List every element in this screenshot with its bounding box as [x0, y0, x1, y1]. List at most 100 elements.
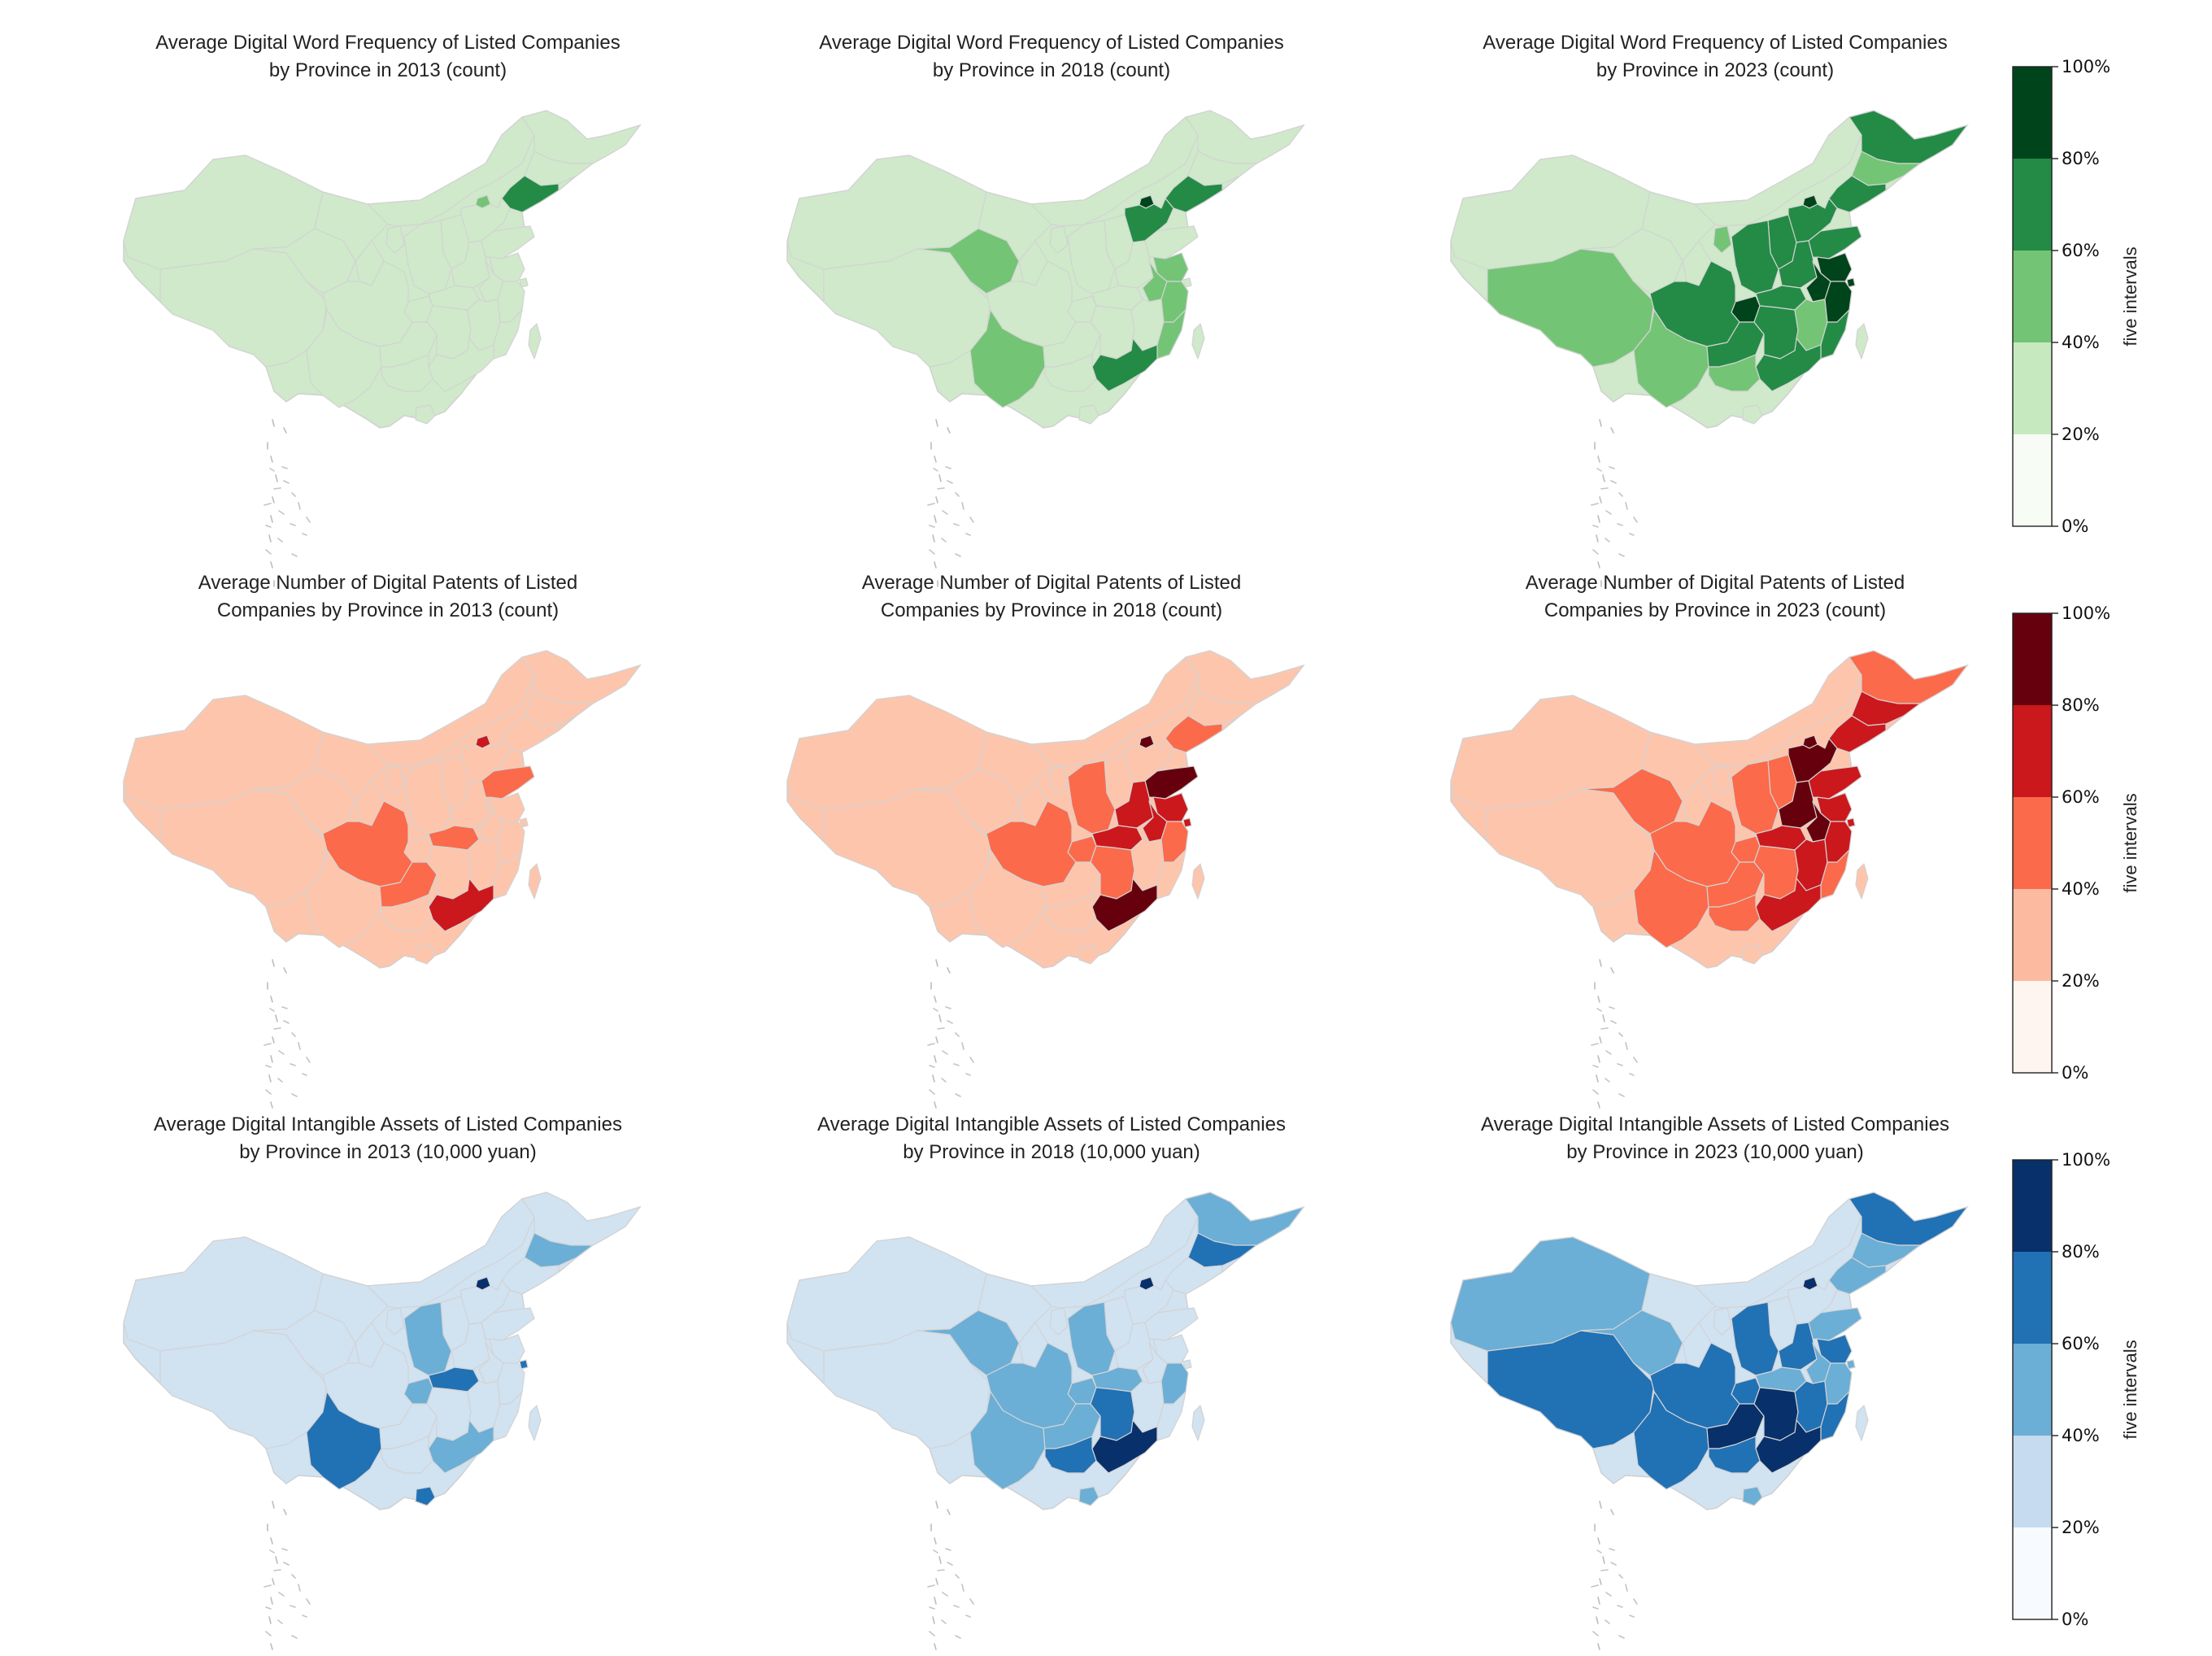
boundary-dash [270, 1101, 273, 1109]
china-map [123, 1192, 642, 1650]
province-guangxi [381, 354, 433, 392]
province-ningxia [385, 225, 405, 254]
province-ningxia [385, 765, 405, 794]
map-title: Average Number of Digital Patents of Lis… [861, 572, 1242, 621]
colorbar-tick-label: 100% [2062, 1150, 2110, 1170]
province-yunnan [969, 849, 1046, 948]
boundary-dash [272, 496, 275, 503]
colorbar-tick-label: 60% [2062, 1334, 2100, 1353]
province-tibet [159, 788, 328, 908]
province-tibet [823, 1330, 991, 1449]
boundary-dash [947, 1509, 951, 1515]
south-sea-islands [263, 466, 311, 557]
map-title: Average Digital Intangible Assets of Lis… [817, 1113, 1286, 1163]
boundary-dash [938, 1014, 942, 1022]
boundary-dash [1602, 1014, 1605, 1022]
province-fujian [1820, 309, 1850, 360]
boundary-dash [1597, 561, 1600, 569]
province-liaoning [1165, 175, 1223, 213]
province-liaoning [1828, 1257, 1887, 1295]
boundary-dash [272, 1501, 275, 1509]
south-sea-islands [927, 1006, 974, 1097]
colorbar-tick-label: 80% [2062, 149, 2100, 168]
province-yunnan [1633, 849, 1709, 948]
province-hainan [415, 404, 436, 425]
boundary-dash [1597, 515, 1600, 523]
boundary-dash [1597, 1101, 1600, 1109]
province-taiwan [1855, 1405, 1869, 1441]
colorbar-tick-label: 40% [2062, 333, 2100, 352]
province-ningxia [1713, 1307, 1732, 1336]
province-yunnan [1633, 1391, 1709, 1490]
boundary-dash [275, 1556, 278, 1564]
colorbar-segment [2013, 342, 2052, 434]
map-title: Average Digital Word Frequency of Listed… [819, 32, 1284, 81]
boundary-dash [272, 959, 275, 967]
province-guangxi [1044, 354, 1097, 392]
colorbar-label: five intervals [2120, 793, 2140, 892]
province-liaoning [1828, 175, 1887, 213]
boundary-dash [935, 1578, 938, 1585]
boundary-dash [932, 1616, 935, 1624]
province-yunnan [969, 309, 1046, 408]
province-qinghai [253, 1310, 356, 1376]
boundary-dash [1602, 1556, 1605, 1564]
province-inner-mongolia [986, 656, 1199, 767]
boundary-dash [272, 419, 275, 427]
province-qinghai [253, 768, 356, 835]
province-qinghai [917, 768, 1020, 835]
colorbar-segment [2013, 1344, 2052, 1436]
province-ningxia [1713, 225, 1732, 254]
province-taiwan [528, 1405, 542, 1441]
china-map [786, 110, 1305, 587]
colorbar-tick-label: 20% [2062, 425, 2100, 444]
map-title: Average Digital Intangible Assets of Lis… [154, 1113, 622, 1163]
map-panel-patents-2018: Average Number of Digital Patents of Lis… [742, 569, 1361, 1127]
province-tibet [823, 248, 991, 368]
province-taiwan [1855, 863, 1869, 900]
province-shaanxi [1731, 220, 1779, 294]
colorbar-tick-label: 20% [2062, 971, 2100, 991]
china-map [1450, 110, 1969, 587]
province-tibet [159, 1330, 328, 1449]
boundary-dash [1597, 1643, 1600, 1650]
colorbar-greens: 0% 20% 40% 60% 80% 100% five intervals [2012, 57, 2175, 555]
colorbar-reds: 0% 20% 40% 60% 80% 100% five intervals [2012, 604, 2175, 1101]
colorbar-label: five intervals [2120, 246, 2140, 346]
province-tibet [1487, 248, 1655, 368]
province-shaanxi [403, 760, 452, 835]
boundary-dash [934, 1055, 937, 1063]
colorbar-segment [2013, 159, 2052, 251]
boundary-dash [934, 1643, 937, 1650]
boundary-dash [1599, 959, 1602, 967]
colorbar-frame [2012, 612, 2053, 1074]
boundary-dash [1610, 1509, 1614, 1515]
boundary-dash [935, 1036, 938, 1044]
colorbar-tick-label: 0% [2062, 516, 2088, 536]
boundary-dash [932, 1074, 935, 1083]
boundary-dash [270, 561, 273, 569]
colorbar-svg: 0% 20% 40% 60% 80% 100% five intervals [2012, 57, 2140, 536]
boundary-dash [1599, 1578, 1602, 1585]
colorbar-segment [2013, 1252, 2052, 1344]
boundary-dash [272, 1578, 275, 1585]
colorbar-tick-label: 60% [2062, 241, 2100, 260]
colorbar-tick-label: 100% [2062, 57, 2110, 76]
map-panel-intangible-2018: Average Digital Intangible Assets of Lis… [742, 1111, 1361, 1650]
province-inner-mongolia [1649, 116, 1862, 227]
south-sea-islands [927, 1548, 974, 1639]
south-sea-islands [927, 466, 974, 557]
boundary-dash [270, 455, 273, 463]
boundary-dash [270, 1055, 273, 1063]
map-title: Average Number of Digital Patents of Lis… [198, 572, 578, 621]
boundary-dash [1597, 1055, 1600, 1063]
boundary-dash [1597, 1597, 1600, 1605]
boundary-dash [947, 967, 951, 974]
map-title: Average Number of Digital Patents of Lis… [1525, 572, 1905, 621]
colorbar-tick-label: 0% [2062, 1610, 2088, 1629]
province-guangxi [1708, 1436, 1761, 1474]
province-qinghai [253, 228, 356, 294]
boundary-dash [934, 515, 937, 523]
province-tibet [823, 788, 991, 908]
province-guangxi [1708, 354, 1761, 392]
